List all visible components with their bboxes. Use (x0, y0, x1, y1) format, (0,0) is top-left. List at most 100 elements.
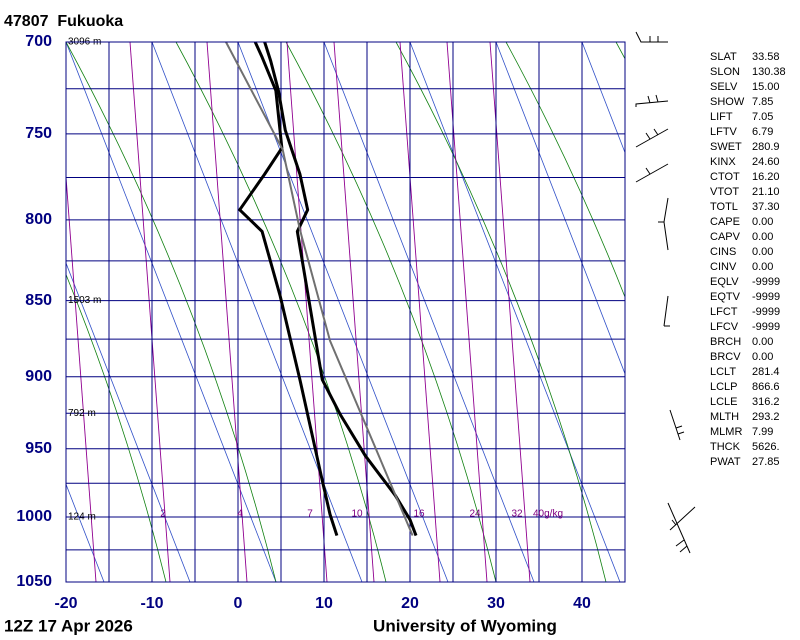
index-label: THCK (710, 441, 741, 453)
index-value: -9999 (752, 321, 780, 333)
adiabat (505, 42, 625, 299)
index-value: 37.30 (752, 201, 780, 213)
index-value: 280.9 (752, 141, 780, 153)
mixing-ratio-line (66, 170, 97, 582)
labels: 700 750 800 850 900 950 1000 1050-20 -10 0 10 20 30 4… (16, 33, 785, 612)
adiabat (285, 42, 497, 582)
index-label: KINX (710, 156, 736, 168)
index-label: LFTV (710, 126, 738, 138)
y-tick-label: 1050 (16, 573, 52, 590)
index-label: SLON (710, 66, 740, 78)
mixing-ratio-label: 10 (351, 509, 363, 520)
index-label: EQLV (710, 276, 739, 288)
index-value: 281.4 (752, 366, 780, 378)
mixing-ratio-label: 2 (160, 509, 166, 520)
index-label: LFCV (710, 321, 739, 333)
mixing-ratio-label: 16 (413, 509, 425, 520)
index-label: CINS (710, 246, 736, 258)
y-tick-label: 800 (25, 211, 52, 228)
index-value: 130.38 (752, 66, 786, 78)
height-label: 1503 m (68, 295, 101, 306)
index-label: SWET (710, 141, 742, 153)
index-value: 7.99 (752, 426, 773, 438)
index-value: 293.2 (752, 411, 780, 423)
title: 47807 Fukuoka (4, 13, 123, 30)
wind-barbs (635, 31, 696, 554)
isotherm (0, 42, 18, 582)
index-value: 7.05 (752, 111, 773, 123)
adiabat (66, 273, 167, 582)
index-value: 24.60 (752, 156, 780, 168)
mixing-ratio-label: 4 (237, 509, 243, 520)
mixing-ratio-line (286, 42, 328, 582)
index-label: SLAT (710, 51, 737, 63)
adiabat (66, 42, 277, 582)
isotherm (323, 42, 535, 582)
isotherm (581, 42, 625, 154)
index-value: 6.79 (752, 126, 773, 138)
index-label: CAPV (710, 231, 741, 243)
index-label: BRCV (710, 351, 741, 363)
background-lines (0, 42, 625, 582)
profiles (225, 41, 418, 537)
mixing-ratio-line (129, 42, 171, 582)
index-label: LCLT (710, 366, 736, 378)
x-tick-label: 40 (573, 595, 591, 612)
y-tick-label: 750 (25, 125, 52, 142)
y-tick-label: 950 (25, 440, 52, 457)
index-label: MLMR (710, 426, 742, 438)
index-label: BRCH (710, 336, 741, 348)
x-tick-label: -20 (54, 595, 77, 612)
isotherm (66, 262, 191, 582)
index-value: 316.2 (752, 396, 780, 408)
index-value: -9999 (752, 306, 780, 318)
index-label: TOTL (710, 201, 738, 213)
y-tick-label: 900 (25, 368, 52, 385)
mixing-ratio-label: 7 (307, 509, 313, 520)
mixing-ratio-line (399, 42, 441, 582)
x-tick-label: 10 (315, 595, 333, 612)
index-value: -9999 (752, 291, 780, 303)
index-label: CTOT (710, 171, 740, 183)
index-value: 0.00 (752, 351, 773, 363)
isotherm (66, 42, 277, 582)
index-label: LCLE (710, 396, 738, 408)
index-value: 16.20 (752, 171, 780, 183)
index-value: 7.85 (752, 96, 773, 108)
index-label: MLTH (710, 411, 739, 423)
isotherm (151, 42, 363, 582)
index-label: PWAT (710, 456, 741, 468)
mixing-ratio-line (446, 42, 488, 582)
y-tick-label: 1000 (16, 508, 52, 525)
x-tick-label: 0 (234, 595, 243, 612)
index-value: 0.00 (752, 246, 773, 258)
index-value: 0.00 (752, 231, 773, 243)
isotherm (66, 483, 105, 582)
index-label: VTOT (710, 186, 739, 198)
adiabat (175, 42, 387, 582)
time: 12Z 17 Apr 2026 (4, 616, 133, 635)
index-value: 0.00 (752, 216, 773, 228)
index-value: 5626. (752, 441, 780, 453)
index-value: 866.6 (752, 381, 780, 393)
index-label: CINV (710, 261, 737, 273)
mixing-ratio-line (333, 42, 375, 582)
index-label: LFCT (710, 306, 738, 318)
index-label: LCLP (710, 381, 738, 393)
x-tick-label: 30 (487, 595, 505, 612)
isotherm (409, 42, 621, 582)
mixing-ratio-label: 24 (469, 509, 481, 520)
plot-frame (65, 41, 626, 583)
index-value: 0.00 (752, 336, 773, 348)
source: University of Wyoming (373, 616, 557, 635)
y-tick-label: 850 (25, 292, 52, 309)
profile-line (263, 41, 418, 537)
height-label: 792 m (68, 408, 96, 419)
index-label: LIFT (710, 111, 733, 123)
index-value: 15.00 (752, 81, 780, 93)
x-tick-label: -10 (140, 595, 163, 612)
profile-line (238, 41, 339, 537)
index-label: SHOW (710, 96, 745, 108)
profile-line (225, 41, 414, 536)
